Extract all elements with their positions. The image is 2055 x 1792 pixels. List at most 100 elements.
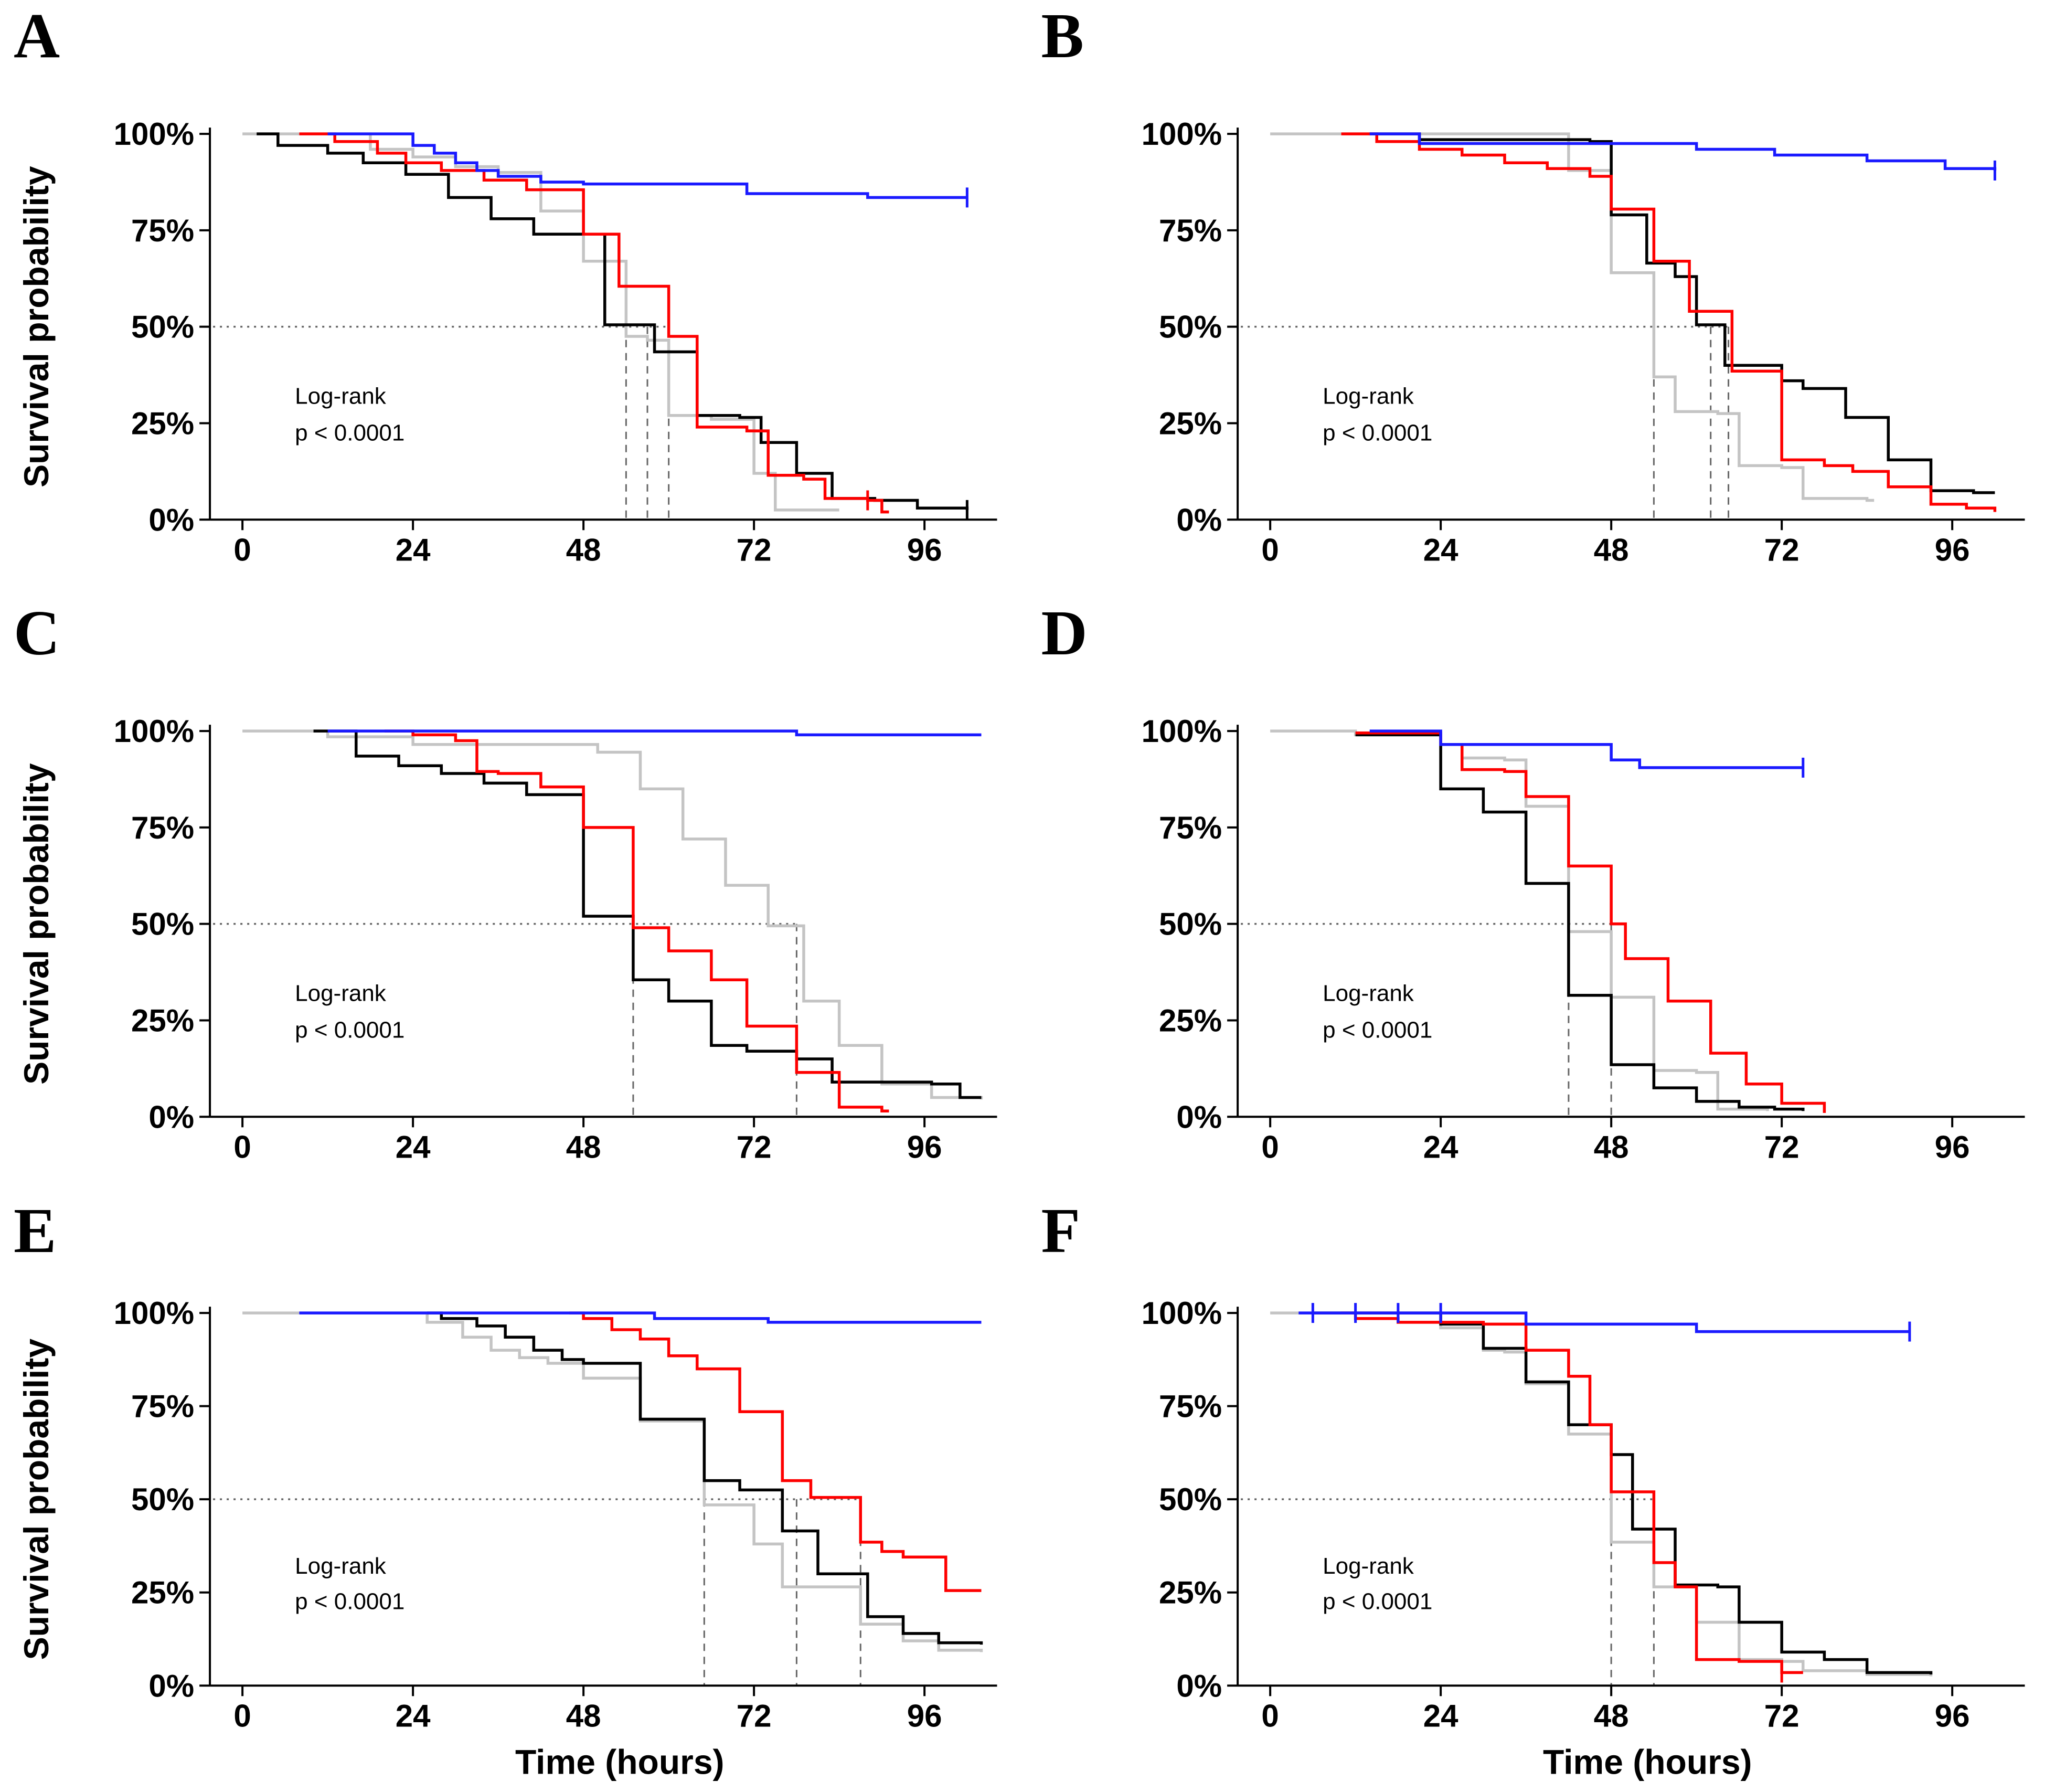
survival-curve-red xyxy=(299,132,889,514)
y-tick-label: 25% xyxy=(131,406,194,441)
survival-curve-gray xyxy=(1270,729,1769,1111)
survival-curve-blue xyxy=(1369,729,1803,769)
panel-e-letter: E xyxy=(14,1195,57,1266)
x-tick-label: 24 xyxy=(396,1698,431,1733)
panel-b-chart: 100% 75% 50% 25% 0% 0 24 48 72 96 Log-rank p < 0.00… xyxy=(1141,116,2025,567)
survival-curve-black xyxy=(313,729,982,1099)
y-tick-label: 50% xyxy=(1159,310,1222,345)
panel-b-letter: B xyxy=(1041,1,1084,71)
x-tick-label: 72 xyxy=(737,532,772,567)
y-tick-label: 100% xyxy=(114,1296,194,1331)
survival-curve-black xyxy=(257,132,969,510)
survival-curve-black xyxy=(427,1311,983,1645)
panel-a-chart: 100% 75% 50% 25% 0% 0 24 48 72 96 Survival probabi… xyxy=(17,116,997,567)
panel-d: D 100% 75% 50% 25% 0% 0 24 48 72 96 Log-rank p < 0.… xyxy=(1027,597,2055,1195)
x-tick-label: 0 xyxy=(1261,532,1279,567)
y-tick-label: 75% xyxy=(1159,213,1222,248)
x-tick-label: 24 xyxy=(1423,532,1458,567)
x-tick-label: 24 xyxy=(1423,1130,1458,1165)
x-tick-label: 48 xyxy=(566,1698,601,1733)
panel-d-chart: 100% 75% 50% 25% 0% 0 24 48 72 96 Log-rank p < 0.00… xyxy=(1141,714,2025,1165)
survival-curve-red xyxy=(1341,1311,1803,1674)
panel-f-chart: 100% 75% 50% 25% 0% 0 24 48 72 96 Time (hours) Log-… xyxy=(1141,1296,2025,1781)
y-tick-label: 0% xyxy=(1176,502,1222,537)
y-axis-title: Survival probability xyxy=(17,763,56,1085)
x-tick-label: 0 xyxy=(1261,1130,1279,1165)
panel-f: F 100% 75% 50% 25% 0% 0 24 48 72 96 Time (hours) Lo… xyxy=(1027,1194,2055,1792)
survival-curve-black xyxy=(1312,1311,1932,1674)
panel-f-letter: F xyxy=(1041,1195,1081,1266)
survival-curve-black xyxy=(1355,734,1805,1111)
y-tick-label: 50% xyxy=(131,907,194,942)
y-tick-label: 0% xyxy=(148,502,194,537)
y-tick-label: 75% xyxy=(131,810,194,845)
log-rank-label: Log-rank xyxy=(1323,384,1414,409)
y-tick-label: 50% xyxy=(131,1482,194,1517)
log-rank-label: Log-rank xyxy=(295,1553,387,1579)
y-axis-title: Survival probability xyxy=(17,1338,56,1660)
survival-curve-black xyxy=(1369,132,1995,494)
survival-curve-red xyxy=(569,1311,982,1592)
panel-e: E 100% 75% 50% 25% 0% 0 24 48 72 96 Survival proba… xyxy=(0,1194,1028,1792)
p-value-label: p < 0.0001 xyxy=(295,1588,404,1614)
y-tick-label: 25% xyxy=(1159,1003,1222,1038)
panel-c-letter: C xyxy=(14,598,60,669)
log-rank-label: Log-rank xyxy=(295,981,387,1006)
y-tick-label: 100% xyxy=(114,714,194,749)
x-tick-label: 96 xyxy=(1934,1130,1969,1165)
survival-curve-blue xyxy=(1298,1311,1910,1333)
survival-curve-red xyxy=(1341,132,1996,512)
y-tick-label: 0% xyxy=(148,1100,194,1135)
survival-curve-blue xyxy=(327,729,982,737)
p-value-label: p < 0.0001 xyxy=(1323,420,1432,446)
x-tick-label: 0 xyxy=(233,532,251,567)
y-tick-label: 50% xyxy=(1159,907,1222,942)
y-tick-label: 75% xyxy=(1159,810,1222,845)
y-tick-label: 100% xyxy=(114,116,194,152)
x-tick-label: 72 xyxy=(737,1130,772,1165)
survival-curve-gray xyxy=(242,729,983,1100)
y-tick-label: 50% xyxy=(1159,1482,1222,1517)
y-tick-label: 75% xyxy=(1159,1388,1222,1424)
x-axis-title: Time (hours) xyxy=(1543,1742,1752,1781)
x-tick-label: 48 xyxy=(566,1130,601,1165)
log-rank-label: Log-rank xyxy=(295,384,387,409)
y-tick-label: 100% xyxy=(1141,1296,1221,1331)
x-tick-label: 72 xyxy=(737,1698,772,1733)
y-tick-label: 100% xyxy=(1141,714,1221,749)
survival-curve-red xyxy=(384,729,889,1113)
p-value-label: p < 0.0001 xyxy=(295,420,404,446)
y-tick-label: 50% xyxy=(131,310,194,345)
x-axis-title: Time (hours) xyxy=(515,1742,724,1781)
x-tick-label: 48 xyxy=(1593,1698,1628,1733)
panel-d-letter: D xyxy=(1041,598,1088,669)
y-tick-label: 25% xyxy=(1159,1575,1222,1610)
survival-curve-blue xyxy=(299,1311,982,1324)
survival-curve-red xyxy=(1355,731,1826,1114)
log-rank-label: Log-rank xyxy=(1323,1553,1414,1579)
log-rank-label: Log-rank xyxy=(1323,981,1414,1006)
y-tick-label: 25% xyxy=(1159,406,1222,441)
y-tick-label: 75% xyxy=(131,1388,194,1424)
y-tick-label: 100% xyxy=(1141,116,1221,152)
panel-c-chart: 100% 75% 50% 25% 0% 0 24 48 72 96 Survival probabi… xyxy=(17,714,997,1165)
panel-b: B 100% 75% 50% 25% 0% 0 24 48 72 96 Log-rank p < 0.… xyxy=(1027,0,2055,598)
x-tick-label: 24 xyxy=(396,532,431,567)
y-tick-label: 0% xyxy=(1176,1668,1222,1703)
y-tick-label: 25% xyxy=(131,1575,194,1610)
y-tick-label: 0% xyxy=(148,1668,194,1703)
x-tick-label: 96 xyxy=(907,532,942,567)
panel-a: A 100% 75% 50% 25% 0% 0 24 48 72 96 Survival proba… xyxy=(0,0,1028,598)
x-tick-label: 72 xyxy=(1764,532,1799,567)
x-tick-label: 0 xyxy=(233,1130,251,1165)
survival-curve-blue xyxy=(327,132,967,199)
panel-c: C 100% 75% 50% 25% 0% 0 24 48 72 96 Survival proba… xyxy=(0,597,1028,1195)
panel-a-letter: A xyxy=(14,1,60,71)
panel-e-chart: 100% 75% 50% 25% 0% 0 24 48 72 96 Survival probabi… xyxy=(17,1296,997,1781)
survival-curve-blue xyxy=(1369,132,1996,171)
x-tick-label: 72 xyxy=(1764,1698,1799,1733)
x-tick-label: 96 xyxy=(907,1130,942,1165)
p-value-label: p < 0.0001 xyxy=(295,1017,404,1043)
y-tick-label: 25% xyxy=(131,1003,194,1038)
